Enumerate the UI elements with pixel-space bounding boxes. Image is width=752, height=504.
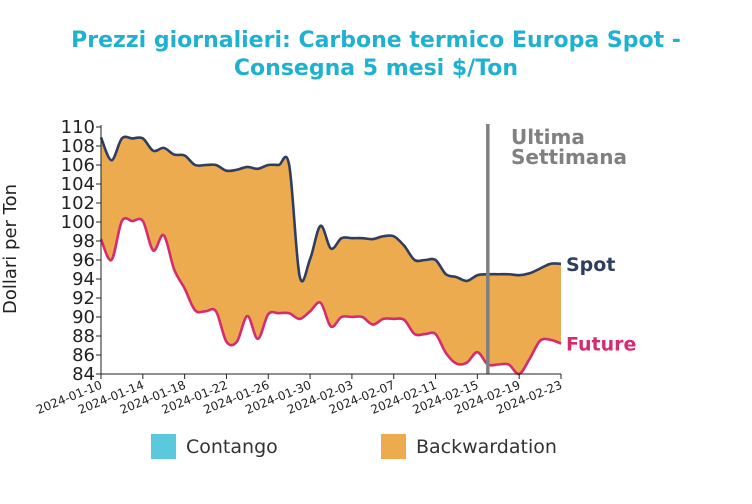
spot-label: Spot xyxy=(566,254,615,276)
future-line xyxy=(99,216,562,376)
legend-label-contango: Contango xyxy=(186,436,278,458)
legend-swatch-contango xyxy=(151,434,176,459)
y-tick-label: 92 xyxy=(72,288,95,309)
y-axis-label: Dollari per Ton xyxy=(0,184,21,314)
y-tick-label: 100 xyxy=(61,212,95,233)
y-tick-label: 88 xyxy=(72,326,95,347)
annotation-line2: Settimana xyxy=(511,145,627,169)
y-tick-label: 84 xyxy=(72,364,95,385)
spot-line xyxy=(99,135,562,283)
legend: Contango Backwardation xyxy=(151,434,557,459)
series-labels: Spot Future xyxy=(566,254,636,356)
chart-title-line1: Prezzi giornalieri: Carbone termico Euro… xyxy=(71,28,681,53)
backwardation-area xyxy=(101,136,561,375)
y-tick-label: 94 xyxy=(72,269,95,290)
y-tick-label: 106 xyxy=(61,155,95,176)
chart-title-line2: Consegna 5 mesi $/Ton xyxy=(234,56,518,81)
axes-layer xyxy=(100,125,561,375)
legend-label-backwardation: Backwardation xyxy=(416,436,557,458)
fill-layer xyxy=(101,136,561,375)
legend-swatch-backwardation xyxy=(381,434,406,459)
line-layer xyxy=(99,135,562,376)
y-tick-label: 108 xyxy=(61,136,95,157)
y-tick-label: 110 xyxy=(61,117,95,138)
y-tick-label: 96 xyxy=(72,250,95,271)
y-tick-label: 90 xyxy=(72,307,95,328)
y-tick-label: 98 xyxy=(72,231,95,252)
annotation-line1: Ultima xyxy=(511,125,585,149)
future-label: Future xyxy=(566,334,636,356)
y-tick-label: 104 xyxy=(61,174,95,195)
y-tick-label: 86 xyxy=(72,345,95,366)
x-ticks: 2024-01-102024-01-142024-01-182024-01-22… xyxy=(34,374,564,417)
y-tick-label: 102 xyxy=(61,193,95,214)
